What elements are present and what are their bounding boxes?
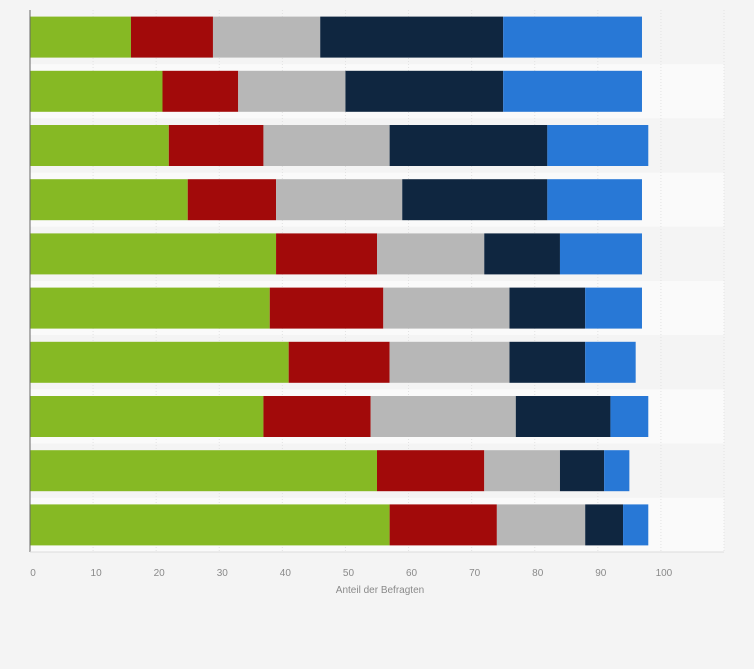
- bar-segment-4: [389, 125, 548, 166]
- bar-segment-1: [30, 233, 277, 275]
- bar-segment-5: [503, 16, 642, 58]
- bar-segment-2: [276, 233, 377, 275]
- bar-segment-3: [484, 450, 560, 492]
- bar-segment-2: [389, 504, 497, 546]
- x-tick-label: 100: [656, 568, 673, 579]
- bar-segment-3: [496, 504, 586, 546]
- x-tick-label: 90: [595, 568, 607, 579]
- bar-segment-3: [276, 179, 403, 221]
- bar-segment-3: [377, 233, 485, 275]
- bar-segment-1: [30, 70, 163, 112]
- bar-segment-1: [30, 16, 131, 58]
- bar-segment-1: [30, 287, 270, 329]
- bar-segment-5: [623, 504, 649, 546]
- bar-segment-2: [130, 16, 213, 58]
- bars: [30, 16, 649, 546]
- x-tick-label: 20: [154, 568, 166, 579]
- bar-segment-1: [30, 504, 390, 546]
- bar-segment-5: [503, 70, 642, 112]
- bar-segment-3: [389, 341, 510, 383]
- bar-segment-1: [30, 396, 264, 437]
- bar-segment-3: [238, 70, 346, 112]
- bar-segment-3: [383, 287, 510, 329]
- bar-segment-2: [168, 125, 264, 166]
- bar-segment-5: [585, 287, 642, 329]
- bar-segment-4: [320, 16, 504, 58]
- bar-segment-1: [30, 179, 188, 221]
- bar-segment-5: [585, 341, 636, 383]
- bar-segment-1: [30, 125, 169, 166]
- bar-segment-2: [162, 70, 239, 112]
- x-axis-title: Anteil der Befragten: [336, 585, 424, 596]
- x-tick-label: 50: [343, 568, 355, 579]
- bar-segment-5: [610, 396, 649, 437]
- x-tick-label: 10: [91, 568, 103, 579]
- bar-segment-4: [509, 287, 586, 329]
- bar-segment-3: [263, 125, 390, 166]
- x-tick-label: 0: [30, 568, 36, 579]
- bar-segment-4: [559, 450, 605, 492]
- bar-segment-5: [547, 125, 649, 166]
- bar-segment-1: [30, 341, 289, 383]
- bar-segment-2: [288, 341, 390, 383]
- bar-segment-5: [547, 179, 642, 221]
- bar-segment-2: [187, 179, 277, 221]
- bar-segment-4: [345, 70, 504, 112]
- x-tick-label: 40: [280, 568, 292, 579]
- bar-segment-4: [515, 396, 611, 437]
- x-tick-label: 80: [532, 568, 544, 579]
- bar-segment-4: [509, 341, 586, 383]
- bar-segment-4: [585, 504, 624, 546]
- x-tick-label: 30: [217, 568, 229, 579]
- x-tick-label: 70: [469, 568, 481, 579]
- bar-segment-3: [212, 16, 321, 58]
- bar-segment-5: [604, 450, 630, 492]
- bar-segment-2: [269, 287, 384, 329]
- bar-segment-2: [377, 450, 485, 492]
- bar-segment-1: [30, 450, 377, 492]
- bar-segment-4: [402, 179, 548, 221]
- bar-segment-2: [263, 396, 371, 437]
- bar-segment-4: [484, 233, 560, 275]
- x-tick-label: 60: [406, 568, 418, 579]
- bar-segment-3: [370, 396, 516, 437]
- bar-segment-5: [559, 233, 642, 275]
- x-axis: 0 10 20 30 40 50 60 70 80 90 100: [29, 10, 724, 579]
